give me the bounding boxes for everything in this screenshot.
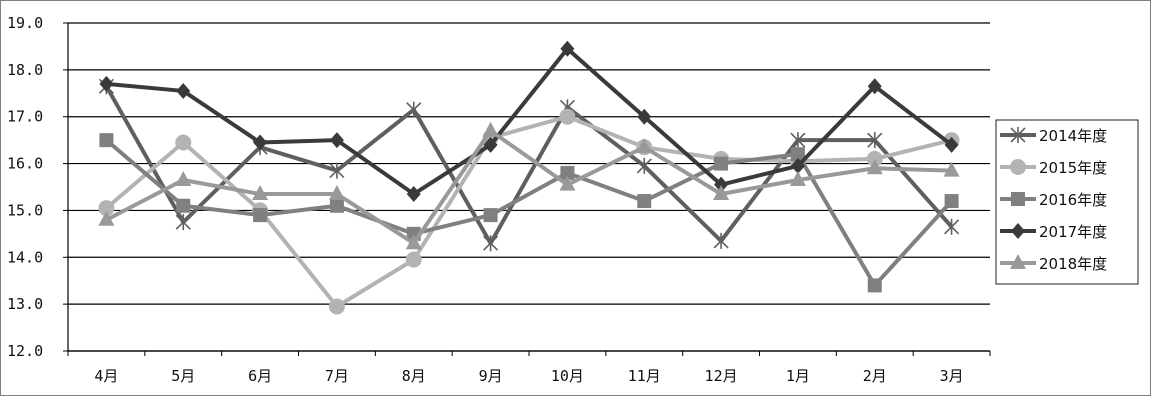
x-tick-label: 6月	[248, 367, 272, 385]
data-point	[482, 121, 499, 137]
series-2018年度	[98, 121, 960, 250]
series-2017年度	[99, 40, 959, 203]
legend-item: 2016年度	[1000, 191, 1107, 209]
y-tick-label: 14.0	[7, 248, 43, 266]
data-point	[867, 278, 882, 293]
series-line	[104, 85, 954, 246]
y-tick-label: 13.0	[7, 295, 43, 313]
data-point	[175, 214, 191, 231]
legend-marker	[1011, 223, 1025, 239]
y-tick-label: 12.0	[7, 342, 43, 360]
x-tick-label: 11月	[628, 367, 661, 385]
series-line	[105, 114, 953, 309]
legend-marker	[1010, 127, 1026, 143]
series-line	[106, 46, 953, 197]
data-point	[560, 40, 575, 57]
legend-label: 2018年度	[1039, 255, 1107, 273]
x-tick-label: 3月	[940, 367, 964, 385]
data-point	[329, 198, 344, 213]
y-tick-label: 17.0	[7, 108, 43, 126]
legend-item: 2014年度	[1000, 127, 1107, 145]
data-point	[406, 101, 422, 118]
legend-marker	[1011, 192, 1025, 206]
data-point	[405, 234, 422, 250]
x-tick-label: 1月	[786, 367, 810, 385]
legend-label: 2016年度	[1039, 191, 1107, 209]
data-point	[175, 170, 192, 186]
data-point	[713, 232, 729, 249]
data-point	[867, 78, 882, 95]
series-lines	[98, 40, 960, 315]
data-point	[99, 75, 114, 92]
y-tick-label: 19.0	[7, 14, 43, 32]
data-point	[637, 194, 652, 209]
data-point	[176, 82, 191, 99]
x-tick-label: 4月	[94, 367, 118, 385]
data-point	[99, 133, 114, 148]
data-point	[560, 165, 575, 180]
data-point	[790, 157, 805, 174]
legend: 2014年度 2015年度 2016年度 2017年度 2018年度	[995, 119, 1139, 285]
x-tick-label: 10月	[551, 367, 584, 385]
x-tick-label: 9月	[479, 367, 503, 385]
data-point	[328, 185, 345, 201]
data-point	[713, 185, 730, 201]
data-point	[789, 170, 806, 186]
y-axis-tick-labels: 12.0 13.0 14.0 15.0 16.0 17.0 18.0 19.0	[7, 14, 43, 360]
axes	[63, 22, 991, 356]
data-point	[329, 132, 344, 149]
data-point	[559, 175, 576, 191]
x-tick-label: 2月	[863, 367, 887, 385]
data-point	[714, 176, 729, 193]
x-tick-label: 5月	[171, 367, 195, 385]
data-point	[867, 132, 883, 149]
legend-label: 2014年度	[1039, 127, 1107, 145]
data-point	[943, 161, 960, 177]
legend-label: 2015年度	[1039, 159, 1107, 177]
data-point	[483, 208, 498, 223]
y-tick-label: 16.0	[7, 155, 43, 173]
data-point	[252, 185, 269, 201]
data-point	[790, 132, 806, 149]
data-point	[944, 194, 959, 209]
data-point	[636, 157, 652, 174]
data-point	[866, 159, 883, 175]
data-point	[176, 198, 191, 213]
legend-label: 2017年度	[1039, 223, 1107, 241]
legend-marker	[1010, 159, 1026, 175]
data-point	[714, 156, 729, 171]
x-tick-label: 12月	[705, 367, 738, 385]
legend-item: 2018年度	[1000, 254, 1107, 273]
y-tick-label: 18.0	[7, 61, 43, 79]
data-point	[559, 108, 576, 125]
data-point	[483, 235, 499, 252]
data-point	[98, 210, 115, 226]
x-tick-label: 8月	[402, 367, 426, 385]
series-line	[105, 128, 952, 246]
data-point	[175, 134, 192, 151]
data-point	[405, 251, 422, 268]
legend-item: 2015年度	[1000, 159, 1107, 177]
data-point	[944, 136, 959, 153]
data-point	[253, 208, 268, 223]
x-tick-label: 7月	[325, 367, 349, 385]
data-point	[253, 134, 268, 151]
data-point	[866, 150, 883, 167]
data-point	[790, 147, 805, 162]
legend-item: 2017年度	[1000, 223, 1107, 241]
x-axis-tick-labels: 4月 5月 6月 7月 8月 9月 10月 11月 12月 1月 2月 3月	[94, 367, 963, 385]
data-point	[944, 218, 960, 235]
data-point	[98, 200, 115, 217]
data-point	[328, 298, 345, 315]
data-point	[483, 136, 498, 153]
y-tick-label: 15.0	[7, 201, 43, 219]
data-point	[636, 138, 653, 154]
data-point	[406, 186, 421, 203]
data-point	[637, 108, 652, 125]
data-point	[329, 162, 345, 179]
legend-marker	[1010, 254, 1026, 269]
